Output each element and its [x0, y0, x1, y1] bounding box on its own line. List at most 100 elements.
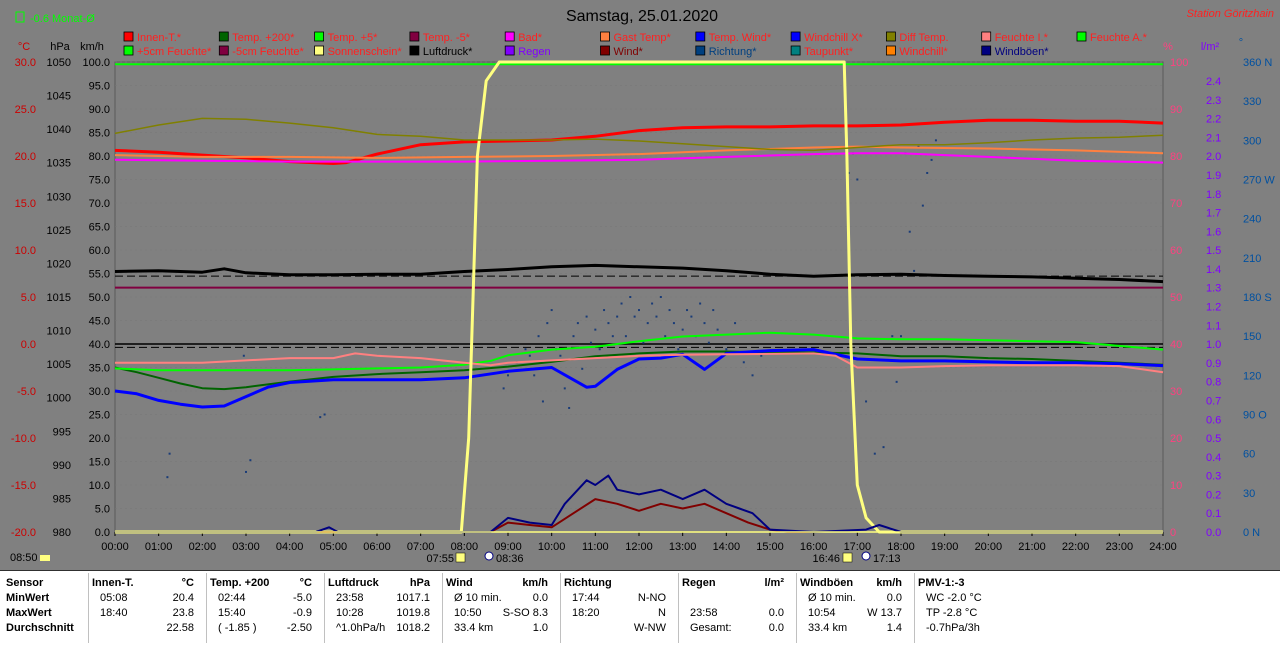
direction-point	[507, 374, 509, 377]
dir-tick: 330	[1243, 96, 1261, 108]
hum-unit: %	[1163, 41, 1173, 53]
dir-tick: 30	[1243, 488, 1255, 500]
stats-cell-value: 1017.1	[396, 592, 430, 604]
legend-swatch	[600, 45, 610, 56]
stats-header: Windböen km/h	[798, 577, 910, 592]
dir-unit: °	[1239, 37, 1243, 49]
stats-cell-time: 02:44	[218, 592, 246, 604]
time-tick: 00:00	[101, 541, 129, 553]
direction-point	[677, 348, 680, 351]
direction-point	[882, 446, 885, 449]
time-tick: 08:00	[451, 541, 479, 553]
time-tick: 16:00	[800, 541, 828, 553]
direction-point	[742, 361, 745, 364]
dir-tick: 240	[1243, 214, 1261, 226]
press-unit: hPa	[50, 41, 70, 53]
hum-tick: 30	[1170, 386, 1182, 398]
direction-point	[576, 322, 579, 325]
stats-row: Ø 10 min. 0.0	[798, 592, 910, 607]
legend-item: Regen	[518, 46, 550, 58]
direction-point	[672, 322, 675, 325]
stats-row-label: Durchschnitt	[6, 622, 74, 634]
time-tick: 04:00	[276, 541, 304, 553]
stats-cell-value: 0.0	[768, 607, 784, 619]
stats-cell-value: -5.0	[293, 592, 312, 604]
stats-cell-time: 10:54	[808, 607, 836, 619]
wind-tick: 35.0	[89, 363, 110, 375]
direction-point	[502, 387, 505, 390]
press-tick: 1000	[47, 393, 71, 405]
legend-swatch	[695, 45, 706, 56]
direction-point	[926, 171, 929, 174]
stats-cell-time: 10:28	[336, 607, 364, 619]
sun-icon	[455, 552, 466, 563]
dir-tick: 270 W	[1243, 175, 1275, 187]
direction-point	[659, 296, 662, 298]
direction-point	[624, 335, 627, 338]
direction-point	[725, 348, 728, 351]
series-line	[114, 331, 1164, 372]
temp-tick: 15.0	[15, 198, 36, 210]
stats-cell-value: W 13.7	[867, 607, 902, 619]
hum-tick: 20	[1170, 433, 1182, 445]
stats-cell-time: Gesamt:	[690, 622, 732, 634]
time-tick: 07:00	[407, 541, 435, 553]
stats-column: Windböen km/h Ø 10 min. 0.0 10:54 W 13.7 33.4 …	[798, 571, 910, 645]
hum-tick: 40	[1170, 339, 1182, 351]
stats-header-title: Wind	[446, 577, 473, 589]
moonset-label: 08:36	[496, 553, 524, 565]
legend-swatch	[695, 31, 706, 42]
wind-tick: 65.0	[89, 222, 110, 234]
time-tick: 13:00	[669, 541, 697, 553]
dir-tick: 360 N	[1243, 57, 1272, 69]
stats-header-title: Innen-T.	[92, 577, 134, 589]
stats-cell-time: WC -2.0 °C	[926, 592, 982, 604]
direction-point	[603, 309, 606, 312]
wind-tick: 100.0	[82, 57, 110, 69]
direction-point	[572, 335, 575, 338]
rain-tick: 0.7	[1206, 395, 1221, 407]
press-tick: 1040	[47, 124, 71, 136]
stats-cell-value: 0.0	[886, 592, 902, 604]
stats-row: WC -2.0 °C	[916, 592, 1116, 607]
direction-point	[568, 406, 571, 409]
stats-cell-time: ( -1.85 )	[218, 622, 257, 634]
stats-row-label: MaxWert	[6, 607, 52, 619]
direction-point	[319, 416, 322, 419]
stats-cell-value: W-NW	[633, 622, 666, 634]
stats-cell-time: 33.4 km	[454, 622, 494, 634]
legend-item: +5cm Feuchte*	[137, 46, 212, 58]
current-time-label: 08:50	[10, 552, 38, 564]
stats-cell-value: S-SO 8.3	[502, 607, 548, 619]
legend-item: Temp. -5*	[423, 32, 471, 44]
direction-point	[533, 374, 536, 377]
direction-point	[629, 296, 632, 298]
stats-header-title: PMV-1:-3	[918, 577, 965, 589]
direction-point	[930, 158, 933, 161]
stats-row: -0.7hPa/3h	[916, 622, 1116, 637]
direction-point	[528, 354, 531, 357]
legend-item: Temp. +5*	[328, 32, 379, 44]
direction-point	[323, 413, 326, 416]
stats-cell-value: 1019.8	[396, 607, 430, 619]
hum-tick: 0	[1170, 527, 1176, 539]
wind-tick: 5.0	[95, 504, 110, 516]
hum-tick: 10	[1170, 480, 1182, 492]
direction-point	[594, 328, 597, 331]
rain-tick: 0.8	[1206, 377, 1221, 389]
hum-tick: 60	[1170, 245, 1182, 257]
wind-tick: 30.0	[89, 386, 110, 398]
stats-row: 17:44 N-NO	[562, 592, 674, 607]
series-line	[114, 117, 1164, 152]
legend-item: Temp. +200*	[232, 32, 295, 44]
direction-point	[681, 328, 684, 331]
rain-tick: 2.1	[1206, 132, 1221, 144]
sunrise-label: 07:55	[426, 553, 454, 565]
direction-point	[900, 335, 902, 338]
stats-row: 18:40 23.8	[90, 607, 202, 622]
stats-separator	[678, 573, 679, 643]
rain-tick: 2.2	[1206, 114, 1221, 126]
stats-header: Richtung	[562, 577, 674, 592]
stats-row: ( -1.85 ) -2.50	[208, 622, 320, 637]
direction-point	[620, 302, 623, 305]
